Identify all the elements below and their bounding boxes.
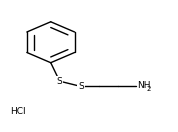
Text: HCl: HCl <box>10 107 25 116</box>
Text: S: S <box>57 77 62 86</box>
Text: 2: 2 <box>147 86 151 92</box>
Text: NH: NH <box>138 81 151 90</box>
Text: S: S <box>78 82 84 91</box>
